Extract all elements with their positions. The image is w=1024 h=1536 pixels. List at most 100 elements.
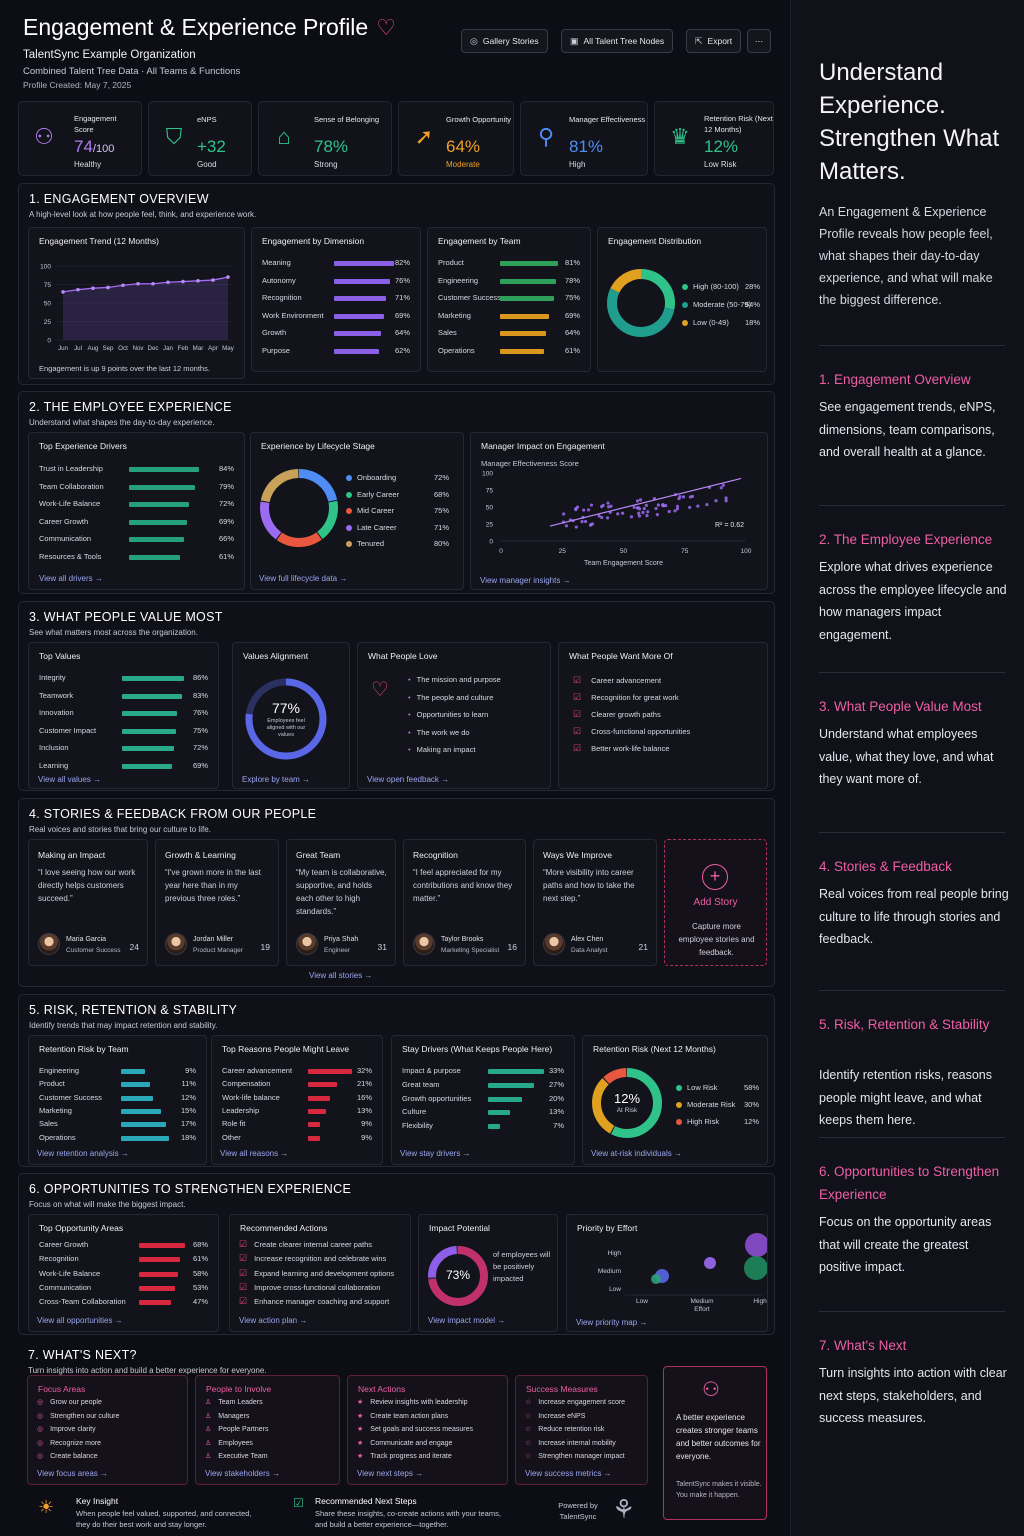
priority-by-effort-card: Priority by Effort High Medium Low Low Mediu…	[566, 1214, 768, 1332]
legend-value: 54%	[744, 300, 760, 309]
next-item: ★ Set goals and success measures	[357, 1426, 474, 1433]
y-tick-label: 50	[486, 505, 494, 512]
alignment-progress	[245, 678, 327, 760]
value-bar	[122, 728, 176, 734]
column-link[interactable]: View next steps →	[357, 1469, 424, 1478]
view-all-stories-link[interactable]: View all stories →	[309, 971, 373, 980]
stay-value: 20%	[548, 1093, 564, 1103]
checkbox-icon: ☑	[573, 709, 582, 719]
view-all-drivers-link[interactable]: View all drivers →	[39, 574, 103, 583]
export-button[interactable]: ⇱ Export	[686, 29, 742, 53]
view-at-risk-link[interactable]: View at-risk individuals →	[591, 1149, 682, 1158]
gallery-stories-button[interactable]: ◎ Gallery Stories	[461, 29, 548, 53]
sidebar: Understand Experience. Strengthen What M…	[790, 0, 1024, 1536]
stay-value: 27%	[548, 1079, 564, 1089]
opportunity-row: Communication 53%	[39, 1282, 208, 1294]
view-all-values-link[interactable]: View all values →	[38, 775, 101, 784]
dimension-bar	[334, 348, 379, 354]
sidebar-section-title[interactable]: 7. What's Next	[819, 1338, 907, 1353]
sidebar-section-title[interactable]: 6. Opportunities to Strengthen Experienc…	[819, 1164, 1000, 1202]
opportunity-bar	[139, 1243, 185, 1248]
team-bar	[500, 331, 546, 336]
lifecycle-legend: Onboarding 72% Early Career 68% Mid Career 75…	[346, 473, 449, 553]
view-retention-analysis-link[interactable]: View retention analysis →	[37, 1149, 129, 1158]
story-card[interactable]: Making an Impact “I love seeing how our w…	[28, 839, 148, 966]
scatter-point	[642, 507, 646, 511]
next-column: People to Involve ♙ Team Leaders ♙ Managers ♙…	[195, 1375, 340, 1485]
view-all-opportunities-link[interactable]: View all opportunities →	[37, 1316, 123, 1325]
kpi-enps[interactable]: ⛉ eNPS +32 Good	[148, 101, 252, 176]
kpi-growth-opportunity[interactable]: ➚ Growth Opportunity 64% Moderate	[398, 101, 514, 176]
view-all-reasons-link[interactable]: View all reasons →	[220, 1149, 289, 1158]
leave-bar	[308, 1082, 337, 1088]
heart-icon: ♡	[376, 15, 396, 40]
story-card[interactable]: Ways We Improve “More visibility into car…	[533, 839, 657, 966]
kpi-retention-risk[interactable]: ♛ Retention Risk (Next 12 Months) 12% Lo…	[654, 101, 774, 176]
next-item: ♙ Executive Team	[205, 1453, 268, 1460]
bullet-dot: •	[408, 675, 411, 684]
talent-tree-nodes-button[interactable]: ▣ All Talent Tree Nodes	[561, 29, 674, 53]
scatter-point	[661, 503, 665, 507]
sidebar-section-desc: Real voices from real people bring cultu…	[819, 887, 1009, 946]
leave-bar	[308, 1095, 330, 1101]
trend-note: Engagement is up 9 points over the last …	[39, 364, 210, 373]
view-action-plan-link[interactable]: View action plan →	[239, 1316, 308, 1325]
add-icon: +	[702, 864, 728, 890]
sidebar-section-title[interactable]: 2. The Employee Experience	[819, 532, 993, 547]
column-link[interactable]: View stakeholders →	[205, 1469, 280, 1478]
sidebar-section-title[interactable]: 5. Risk, Retention & Stability	[819, 1017, 990, 1032]
add-story-card[interactable]: + Add Story Capture more employee storie…	[664, 839, 767, 966]
love-item: • Making an impact	[408, 745, 476, 754]
opportunity-bar	[139, 1257, 180, 1263]
story-card[interactable]: Great Team “My team is collaborative, sup…	[286, 839, 396, 966]
risk-value: 11%	[181, 1079, 196, 1089]
kpi-belonging[interactable]: ⌂ Sense of Belonging 78% Strong	[258, 101, 392, 176]
checkbox-icon: ☑	[573, 675, 582, 685]
column-link[interactable]: View success metrics →	[525, 1469, 612, 1478]
view-impact-model-link[interactable]: View impact model →	[428, 1316, 506, 1325]
kpi-manager-effectiveness[interactable]: ⚲ Manager Effectiveness 81% High	[520, 101, 648, 176]
legend-label: Moderate Risk	[687, 1100, 736, 1109]
sidebar-divider	[819, 505, 1005, 506]
dimension-row: Meaning 82%	[262, 257, 410, 269]
leave-row: Role fit 9%	[222, 1118, 372, 1130]
more-button[interactable]: ⋯	[747, 29, 771, 53]
x-tick-label: Jun	[58, 345, 69, 352]
callout-card: ⚇ A better experience creates stronger t…	[663, 1366, 767, 1520]
scatter-point	[724, 496, 728, 500]
view-manager-insights-link[interactable]: View manager insights →	[480, 576, 571, 585]
item-icon: ☆	[525, 1453, 532, 1460]
value-label: Teamwork	[39, 690, 74, 700]
value-value: 76%	[192, 708, 208, 717]
next-column: Focus Areas ◎ Grow our people ◎ Strengthen o…	[27, 1375, 188, 1485]
donut-segment	[592, 1068, 662, 1138]
view-lifecycle-link[interactable]: View full lifecycle data →	[259, 574, 348, 583]
sidebar-section-title[interactable]: 1. Engagement Overview	[819, 372, 971, 387]
x-tick-label: Dec	[147, 345, 158, 352]
y-tick-label: 100	[482, 471, 493, 478]
x-tick-label: 75	[681, 548, 689, 555]
legend-label: Moderate (50-79)	[693, 300, 751, 309]
view-priority-map-link[interactable]: View priority map →	[576, 1318, 648, 1327]
sidebar-section-title[interactable]: 3. What People Value Most	[819, 699, 982, 714]
item-icon: ☆	[525, 1412, 532, 1420]
scatter-point	[637, 514, 642, 518]
legend-dot	[346, 491, 352, 498]
next-item: ★ Create team action plans	[357, 1412, 449, 1420]
opportunity-value: 61%	[192, 1254, 208, 1264]
legend-item: Low Risk 58%	[676, 1083, 759, 1092]
scatter-point	[638, 498, 643, 502]
scatter-point	[705, 502, 709, 507]
column-link[interactable]: View focus areas →	[37, 1469, 108, 1478]
sidebar-divider	[819, 1137, 1005, 1138]
want-item: ☑ Cross-functional opportunities	[573, 726, 691, 736]
kpi-engagement-score[interactable]: ⚇ Engagement Score 74/100 Healthy	[18, 101, 142, 176]
story-card[interactable]: Growth & Learning “I've grown more in the…	[155, 839, 279, 966]
view-stay-drivers-link[interactable]: View stay drivers →	[400, 1149, 471, 1158]
sidebar-section-title[interactable]: 4. Stories & Feedback	[819, 859, 952, 874]
explore-by-team-link[interactable]: Explore by team →	[242, 775, 311, 784]
story-card[interactable]: Recognition “I feel appreciated for my co…	[403, 839, 526, 966]
view-open-feedback-link[interactable]: View open feedback →	[367, 775, 450, 784]
leave-row: Leadership 13%	[222, 1105, 372, 1117]
scatter-point	[641, 510, 645, 515]
